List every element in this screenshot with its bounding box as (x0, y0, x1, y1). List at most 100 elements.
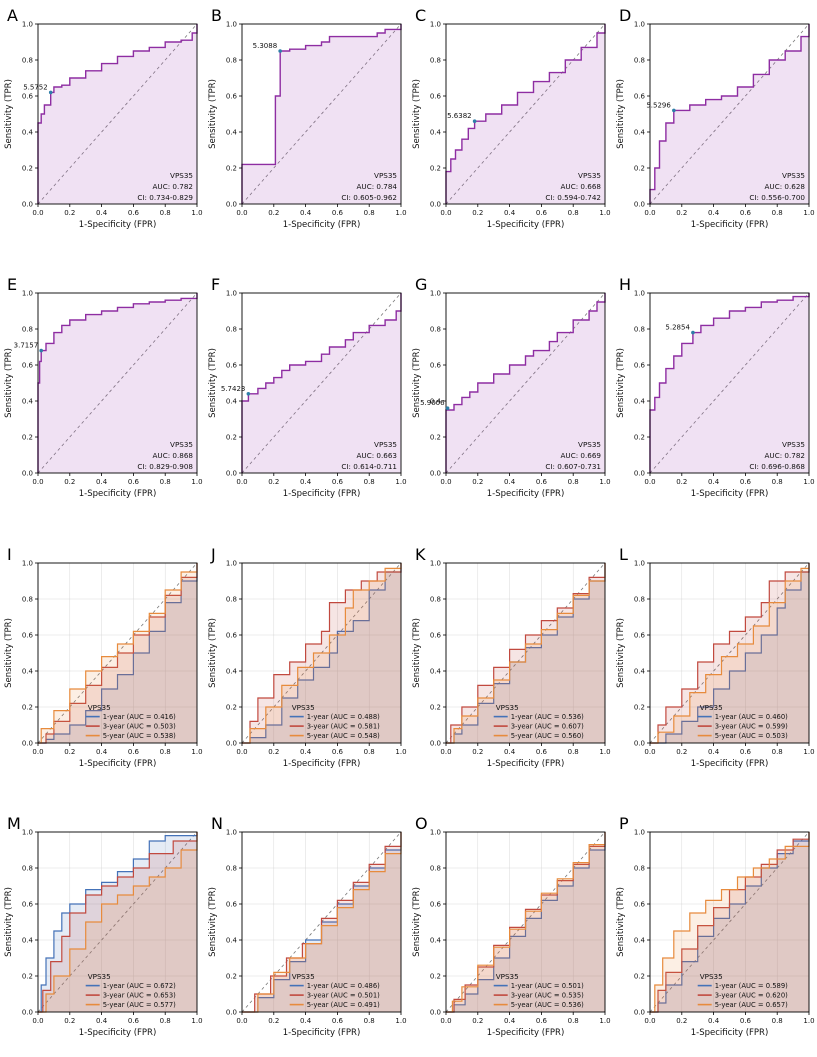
y-tick-label: 0.4 (634, 398, 646, 406)
x-tick-label: 0.4 (504, 1017, 516, 1025)
x-tick-label: 1.0 (599, 478, 610, 486)
legend-entry-five_year: 5-year (AUC = 0.538) (103, 732, 176, 740)
panel-M: M 0.0 0.0 0.2 0.2 0.4 0.4 0.6 0.6 0.8 0.8 1.0 1.0 1-S… (2, 814, 206, 1046)
x-tick-label: 0.6 (536, 209, 548, 217)
x-tick-label: 0.8 (568, 748, 579, 756)
x-axis-label: 1-Specificity (FPR) (283, 489, 361, 499)
diagonal-reference-line (241, 292, 402, 474)
stats-ci-value: CI: 0.556-0.700 (749, 193, 805, 202)
roc-curve-five_year (650, 562, 810, 744)
legend-entry-one_year: 1-year (AUC = 0.416) (103, 713, 176, 721)
y-tick-label: 0.2 (430, 165, 441, 173)
y-tick-label: 0.8 (634, 326, 645, 334)
panel-letter-G: G (415, 275, 428, 295)
legend-entry-five_year: 5-year (AUC = 0.503) (715, 732, 788, 740)
plot-border (241, 831, 402, 1013)
y-tick-label: 0.6 (22, 900, 34, 908)
y-tick-label: 0.4 (634, 129, 646, 137)
roc-plot-J: 0.00.0 0.2 0.2 0.4 0.4 0.6 0.6 0.8 0.8 1.0 1.0 1-Sp… (208, 559, 407, 769)
x-tick-label: 1.0 (191, 748, 202, 756)
panel-letter-F: F (211, 275, 221, 295)
cutoff-marker (48, 90, 53, 95)
y-tick-label: 0.4 (430, 398, 442, 406)
x-tick-label: 0.6 (332, 1017, 344, 1025)
y-tick-label: 0.8 (22, 326, 33, 334)
y-tick-label: 0.8 (634, 864, 645, 872)
roc-curve (445, 24, 606, 204)
y-tick-label: 0.4 (22, 398, 34, 406)
y-tick-label: 0.6 (634, 93, 646, 101)
y-tick-label: 0.0 (634, 201, 645, 209)
y-tick-label: 0.6 (634, 900, 646, 908)
x-tick-label: 0.8 (772, 478, 783, 486)
legend-title: VPS35 (88, 972, 111, 981)
roc-area-five_year (242, 831, 401, 1012)
y-axis-label: Sensitivity (TPR) (616, 79, 626, 149)
diagonal-reference-line (37, 23, 198, 205)
roc-plot-B: 0.00.0 0.2 0.2 0.4 0.4 0.6 0.6 0.8 0.8 1.0 1.0 1-Sp… (208, 21, 407, 231)
y-tick-label: 0.8 (430, 595, 441, 603)
x-tick-label: 0.4 (708, 209, 720, 217)
x-axis-label: 1-Specificity (FPR) (691, 220, 769, 230)
y-tick-label: 1.0 (634, 290, 645, 298)
x-tick-label: 0.6 (332, 209, 344, 217)
y-tick-label: 0.6 (634, 631, 646, 639)
x-axis-label: 1-Specificity (FPR) (283, 759, 361, 769)
x-tick-label: 0.4 (504, 478, 516, 486)
roc-plot-E: 0.00.0 0.2 0.2 0.4 0.4 0.6 0.6 0.8 0.8 1.0 1.0 1-Sp… (4, 290, 203, 500)
x-tick-label: 0.0 (440, 209, 451, 217)
x-tick-label: 0.4 (708, 748, 720, 756)
legend-entry-one_year: 1-year (AUC = 0.672) (103, 982, 176, 990)
x-tick-label: 0.8 (364, 1017, 375, 1025)
x-tick-label: 0.2 (268, 748, 279, 756)
x-tick-label: 0.8 (160, 748, 171, 756)
legend-entry-three_year: 3-year (AUC = 0.653) (103, 991, 176, 999)
cutoff-marker (445, 406, 450, 411)
roc-plot-G: 0.00.0 0.2 0.2 0.4 0.4 0.6 0.6 0.8 0.8 1.0 1.0 1-Sp… (412, 290, 611, 500)
roc-plot-O: 0.00.0 0.2 0.2 0.4 0.4 0.6 0.6 0.8 0.8 1.0 1.0 1-Sp… (412, 828, 611, 1038)
legend-title: VPS35 (700, 703, 723, 712)
diagonal-reference-line (241, 23, 402, 205)
legend-entry-three_year: 3-year (AUC = 0.599) (715, 722, 788, 730)
legend-entry-five_year: 5-year (AUC = 0.657) (715, 1001, 788, 1009)
panel-letter-J: J (211, 544, 216, 564)
y-tick-label: 0.2 (22, 165, 33, 173)
roc-area (650, 293, 809, 474)
y-tick-label: 0.4 (226, 398, 238, 406)
x-tick-label: 0.8 (364, 209, 375, 217)
y-tick-label: 0.0 (430, 201, 441, 209)
roc-curve-five_year (242, 562, 402, 744)
cutoff-marker (691, 331, 695, 335)
stats-auc-value: AUC: 0.628 (765, 182, 806, 191)
plot-border (241, 23, 402, 205)
y-tick-label: 0.6 (226, 900, 238, 908)
x-tick-label: 0.4 (300, 748, 312, 756)
y-tick-label: 1.0 (22, 828, 33, 836)
y-axis-label: Sensitivity (TPR) (412, 79, 422, 149)
y-axis-label: Sensitivity (TPR) (208, 348, 218, 418)
x-tick-label: 0.4 (96, 478, 108, 486)
plot-border (37, 292, 198, 474)
roc-curve-one_year (38, 562, 198, 744)
x-tick-label: 0.2 (64, 748, 75, 756)
legend-entry-three_year: 3-year (AUC = 0.620) (715, 991, 788, 999)
y-tick-label: 0.6 (226, 631, 238, 639)
roc-curve-one_year (38, 831, 198, 1013)
legend-entry-one_year: 1-year (AUC = 0.536) (511, 713, 584, 721)
y-tick-label: 1.0 (634, 21, 645, 29)
y-axis-label: Sensitivity (TPR) (208, 79, 218, 149)
y-tick-label: 0.4 (226, 129, 238, 137)
y-tick-label: 0.6 (430, 900, 442, 908)
y-axis-label: Sensitivity (TPR) (4, 887, 14, 957)
x-tick-label: 1.0 (395, 478, 406, 486)
panel-letter-L: L (619, 544, 628, 564)
x-axis-label: 1-Specificity (FPR) (79, 759, 157, 769)
x-tick-label: 0.2 (64, 209, 75, 217)
y-tick-label: 0.2 (634, 165, 645, 173)
x-tick-label: 0.2 (472, 209, 483, 217)
y-tick-label: 0.2 (430, 972, 441, 980)
x-tick-label: 0.4 (708, 478, 720, 486)
cutoff-label: 3.7157 (14, 342, 39, 350)
legend-entry-one_year: 1-year (AUC = 0.589) (715, 982, 788, 990)
